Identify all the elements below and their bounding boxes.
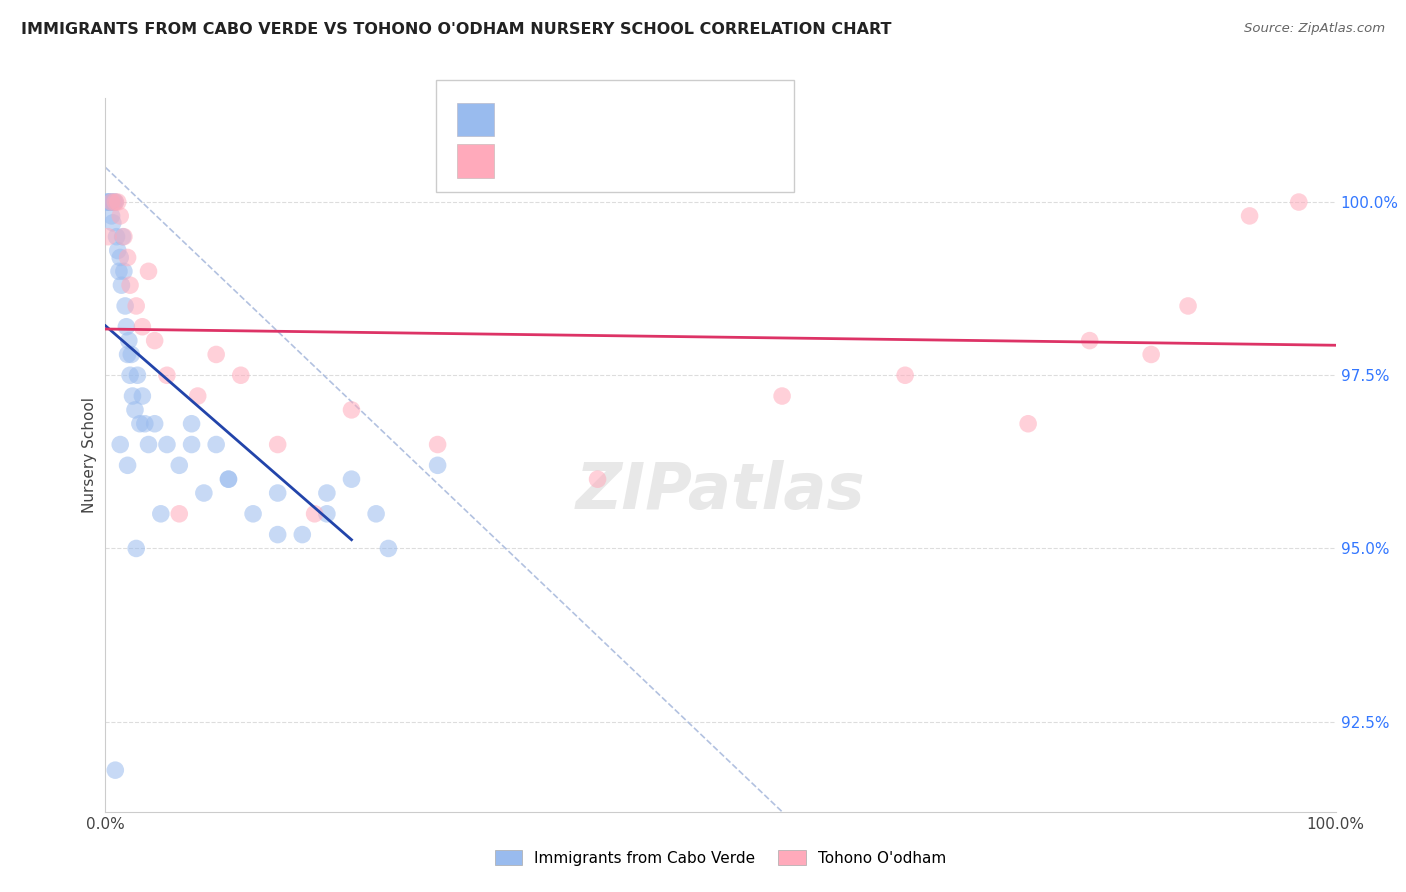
Point — [110, 251, 132, 265]
Point — [315, 486, 337, 500]
Point — [267, 437, 290, 451]
Point — [111, 229, 134, 244]
Point — [426, 437, 449, 451]
Text: R =: R = — [508, 149, 544, 167]
Point — [187, 389, 209, 403]
Point — [229, 368, 252, 383]
Point — [104, 195, 127, 210]
Point — [107, 195, 129, 210]
Point — [169, 507, 191, 521]
Y-axis label: Nursery School: Nursery School — [82, 397, 97, 513]
Point — [156, 368, 179, 383]
Point — [143, 417, 166, 431]
Point — [138, 264, 160, 278]
Point — [114, 299, 136, 313]
Point — [98, 195, 122, 210]
Point — [205, 347, 228, 361]
Point — [117, 251, 139, 265]
Point — [97, 195, 120, 210]
Point — [104, 763, 127, 777]
Point — [131, 319, 153, 334]
Text: -0.287: -0.287 — [547, 108, 606, 126]
Point — [100, 195, 122, 210]
Point — [218, 472, 240, 486]
Point — [104, 195, 127, 210]
Text: IMMIGRANTS FROM CABO VERDE VS TOHONO O'ODHAM NURSERY SCHOOL CORRELATION CHART: IMMIGRANTS FROM CABO VERDE VS TOHONO O'O… — [21, 22, 891, 37]
Point — [127, 368, 149, 383]
Point — [205, 437, 228, 451]
Point — [180, 417, 202, 431]
Point — [96, 195, 118, 210]
Point — [131, 389, 153, 403]
Point — [125, 299, 148, 313]
Point — [304, 507, 326, 521]
Point — [105, 229, 128, 244]
Point — [100, 195, 122, 210]
Text: N = 53: N = 53 — [606, 108, 675, 126]
Point — [1239, 209, 1261, 223]
Text: N = 30: N = 30 — [606, 149, 675, 167]
Point — [1288, 195, 1310, 210]
Point — [180, 437, 202, 451]
Point — [124, 403, 146, 417]
Point — [118, 334, 141, 348]
Point — [125, 541, 148, 556]
Point — [770, 389, 793, 403]
Point — [101, 216, 124, 230]
Point — [120, 278, 141, 293]
Point — [1078, 334, 1101, 348]
Point — [117, 458, 139, 473]
Point — [110, 209, 132, 223]
Point — [98, 195, 121, 210]
Point — [129, 417, 152, 431]
Point — [103, 195, 125, 210]
Point — [108, 264, 131, 278]
Point — [1017, 417, 1039, 431]
Point — [100, 209, 122, 223]
Point — [218, 472, 240, 486]
Point — [366, 507, 388, 521]
Point — [120, 347, 142, 361]
Point — [138, 437, 160, 451]
Point — [121, 389, 143, 403]
Point — [143, 334, 166, 348]
Point — [340, 403, 363, 417]
Point — [112, 264, 135, 278]
Point — [110, 278, 132, 293]
Text: R =: R = — [508, 108, 544, 126]
Point — [112, 229, 135, 244]
Point — [120, 368, 141, 383]
Point — [107, 244, 129, 258]
Point — [267, 486, 290, 500]
Text: 0.443: 0.443 — [547, 149, 606, 167]
Legend: Immigrants from Cabo Verde, Tohono O'odham: Immigrants from Cabo Verde, Tohono O'odh… — [489, 844, 952, 871]
Point — [117, 347, 139, 361]
Point — [267, 527, 290, 541]
Point — [1140, 347, 1163, 361]
Point — [1177, 299, 1199, 313]
Point — [315, 507, 337, 521]
Point — [110, 437, 132, 451]
Point — [169, 458, 191, 473]
Point — [156, 437, 179, 451]
Point — [340, 472, 363, 486]
Point — [586, 472, 609, 486]
Point — [149, 507, 172, 521]
Point — [377, 541, 399, 556]
Text: ZIPatlas: ZIPatlas — [576, 459, 865, 522]
Point — [193, 486, 215, 500]
Point — [242, 507, 264, 521]
Point — [291, 527, 314, 541]
Text: Source: ZipAtlas.com: Source: ZipAtlas.com — [1244, 22, 1385, 36]
Point — [134, 417, 156, 431]
Point — [426, 458, 449, 473]
Point — [97, 229, 120, 244]
Point — [894, 368, 917, 383]
Point — [115, 319, 138, 334]
